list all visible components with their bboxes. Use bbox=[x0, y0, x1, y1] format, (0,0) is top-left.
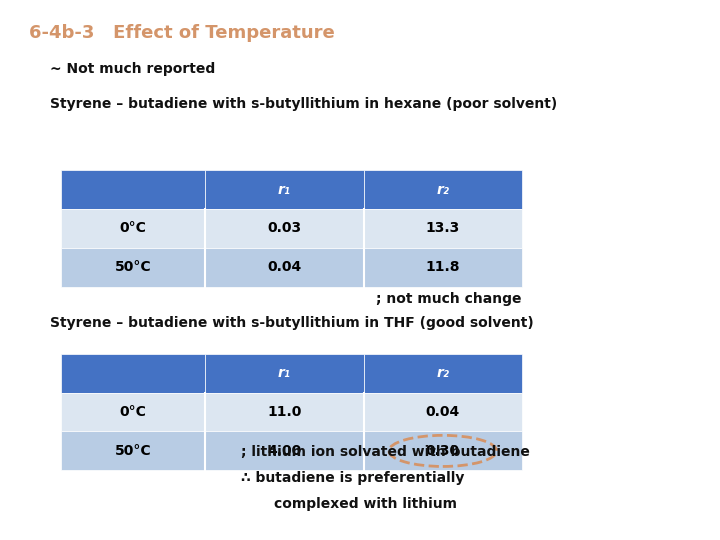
Text: 13.3: 13.3 bbox=[426, 221, 460, 235]
FancyBboxPatch shape bbox=[61, 248, 205, 287]
Text: ; lithium ion solvated with butadiene: ; lithium ion solvated with butadiene bbox=[241, 446, 530, 460]
Text: 50°C: 50°C bbox=[115, 444, 151, 458]
Text: 11.0: 11.0 bbox=[267, 405, 302, 419]
FancyBboxPatch shape bbox=[364, 209, 522, 248]
Text: 0°C: 0°C bbox=[120, 221, 147, 235]
FancyBboxPatch shape bbox=[364, 170, 522, 209]
Text: 0.04: 0.04 bbox=[426, 405, 460, 419]
FancyBboxPatch shape bbox=[364, 431, 522, 470]
Text: 50°C: 50°C bbox=[115, 260, 151, 274]
Text: ~ Not much reported: ~ Not much reported bbox=[50, 62, 216, 76]
FancyBboxPatch shape bbox=[61, 170, 205, 209]
FancyBboxPatch shape bbox=[61, 354, 205, 393]
Text: r₁: r₁ bbox=[278, 366, 291, 380]
Text: 0.04: 0.04 bbox=[267, 260, 302, 274]
Text: 6-4b-3   Effect of Temperature: 6-4b-3 Effect of Temperature bbox=[29, 24, 335, 42]
FancyBboxPatch shape bbox=[205, 170, 364, 209]
FancyBboxPatch shape bbox=[61, 393, 205, 431]
Text: ∴ butadiene is preferentially: ∴ butadiene is preferentially bbox=[241, 471, 464, 485]
FancyBboxPatch shape bbox=[205, 209, 364, 248]
Text: 0°C: 0°C bbox=[120, 405, 147, 419]
FancyBboxPatch shape bbox=[364, 393, 522, 431]
Text: r₁: r₁ bbox=[278, 183, 291, 197]
Text: Styrene – butadiene with s-butyllithium in hexane (poor solvent): Styrene – butadiene with s-butyllithium … bbox=[50, 97, 558, 111]
Text: ; not much change: ; not much change bbox=[377, 292, 522, 306]
Text: complexed with lithium: complexed with lithium bbox=[274, 497, 456, 511]
Text: 0.03: 0.03 bbox=[267, 221, 302, 235]
Text: r₂: r₂ bbox=[436, 366, 449, 380]
FancyBboxPatch shape bbox=[205, 393, 364, 431]
FancyBboxPatch shape bbox=[205, 248, 364, 287]
Text: 0.30: 0.30 bbox=[426, 444, 460, 458]
Text: Styrene – butadiene with s-butyllithium in THF (good solvent): Styrene – butadiene with s-butyllithium … bbox=[50, 316, 534, 330]
FancyBboxPatch shape bbox=[364, 354, 522, 393]
FancyBboxPatch shape bbox=[61, 431, 205, 470]
FancyBboxPatch shape bbox=[61, 209, 205, 248]
FancyBboxPatch shape bbox=[205, 354, 364, 393]
FancyBboxPatch shape bbox=[205, 431, 364, 470]
Text: 4.00: 4.00 bbox=[267, 444, 302, 458]
FancyBboxPatch shape bbox=[364, 248, 522, 287]
Text: 11.8: 11.8 bbox=[426, 260, 460, 274]
Text: r₂: r₂ bbox=[436, 183, 449, 197]
